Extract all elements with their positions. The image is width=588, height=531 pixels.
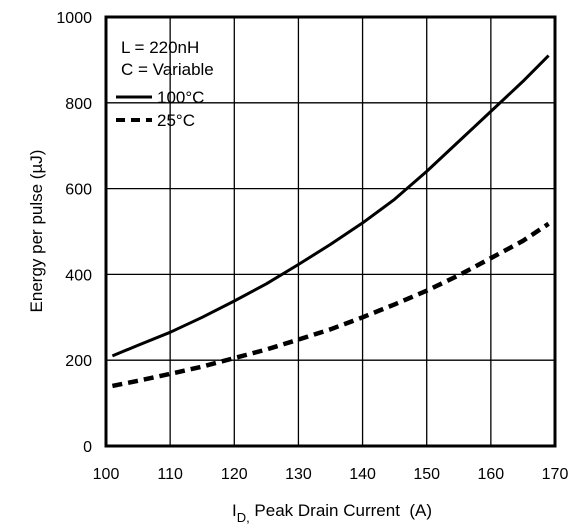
legend-label-25c: 25°C: [157, 111, 195, 130]
x-axis-title: ID, Peak Drain Current (A): [232, 501, 432, 525]
x-axis-title-symbol: I: [232, 501, 237, 520]
x-axis-title-subscript: D,: [237, 510, 250, 525]
y-tick-label: 200: [65, 353, 92, 370]
tick-labels: 100 110 120 130 140 150 160 170 0 200 400 600 800 100…: [56, 10, 568, 483]
legend-condition-inductance: L = 220nH: [121, 38, 199, 57]
plot-frame: [104, 15, 557, 448]
series-line-25c: [111, 221, 550, 389]
x-tick-label: 110: [157, 466, 183, 483]
y-axis-title: Energy per pulse (µJ): [27, 150, 46, 313]
x-tick-label: 150: [413, 466, 440, 483]
grid: [105, 16, 556, 447]
x-tick-label: 160: [478, 466, 505, 483]
legend-condition-capacitance: C = Variable: [121, 60, 214, 79]
x-axis-title-text: Peak Drain Current (A): [250, 501, 432, 520]
y-tick-label: 400: [65, 267, 92, 284]
legend: L = 220nH C = Variable 100°C 25°C: [116, 38, 214, 130]
series-line-100c: [111, 54, 550, 358]
x-tick-label: 100: [93, 466, 120, 483]
legend-label-100c: 100°C: [157, 88, 204, 107]
series-lines: [111, 54, 550, 389]
y-tick-label: 800: [65, 96, 92, 113]
y-tick-label: 600: [65, 182, 92, 199]
x-tick-label: 120: [221, 466, 248, 483]
x-tick-label: 140: [349, 466, 376, 483]
x-tick-label: 170: [542, 466, 569, 483]
y-tick-label: 1000: [56, 10, 92, 27]
y-tick-label: 0: [83, 439, 92, 456]
x-tick-label: 130: [285, 466, 312, 483]
